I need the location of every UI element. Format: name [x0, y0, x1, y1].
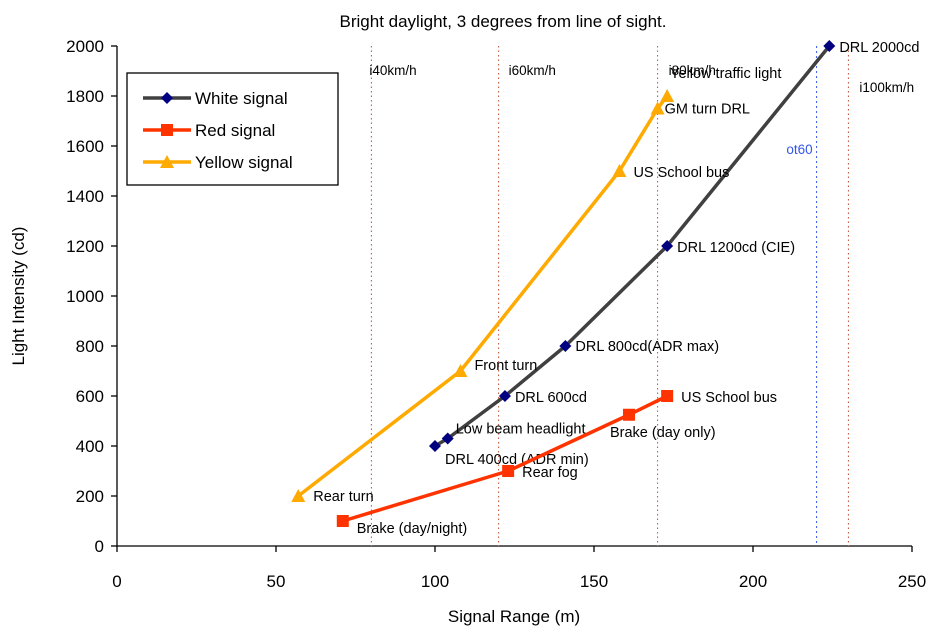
data-label: DRL 600cd — [515, 390, 587, 406]
x-tick-label: 150 — [580, 572, 608, 591]
data-label: Rear turn — [313, 489, 373, 505]
plot-area: 0 200 400 600 800 1000 1200 1400 1600 1800 2000 0 50… — [66, 37, 926, 591]
legend-item: Red signal — [143, 121, 275, 140]
reference-line-label: i80km/h — [669, 63, 716, 78]
data-label: Low beam headlight — [456, 422, 586, 438]
legend: White signal Red signal Yellow signal — [126, 72, 339, 186]
x-tick-label: 200 — [739, 572, 767, 591]
data-point — [429, 440, 441, 452]
data-point — [622, 408, 635, 421]
data-label: Front turn — [474, 358, 537, 374]
data-point — [559, 340, 572, 352]
data-label: DRL 400cd (ADR min) — [445, 452, 589, 468]
legend-item: Yellow signal — [143, 153, 293, 172]
y-tick-label: 1400 — [66, 187, 104, 206]
legend-marker — [161, 124, 173, 136]
legend-label: White signal — [195, 89, 288, 108]
data-point — [661, 240, 674, 252]
data-label: DRL 800cd(ADR max) — [575, 339, 719, 355]
data-label: Yellow traffic light — [670, 66, 781, 82]
data-label: US School bus — [633, 165, 729, 181]
data-label: Brake (day only) — [610, 425, 716, 441]
reference-line-label: i40km/h — [369, 63, 416, 78]
legend-marker — [160, 155, 174, 168]
reference-line-label: i60km/h — [509, 63, 556, 78]
data-point — [498, 390, 511, 402]
y-axis-label: Light Intensity (cd) — [9, 227, 28, 366]
y-tick-label: 2000 — [66, 37, 104, 56]
legend-label: Yellow signal — [195, 153, 293, 172]
data-label: GM turn DRL — [665, 102, 750, 118]
data-point — [453, 364, 468, 377]
data-point — [650, 101, 665, 115]
y-tick-label: 1200 — [66, 237, 104, 256]
data-point — [291, 489, 306, 502]
data-point — [823, 40, 836, 52]
data-label: DRL 2000cd — [839, 40, 919, 56]
series-yellow-signal: Rear turn Front turn US School bus GM turn … — [291, 66, 781, 505]
y-tick-label: 1600 — [66, 137, 104, 156]
legend-marker — [161, 92, 173, 104]
data-label: Brake (day/night) — [357, 521, 467, 537]
reference-line-label: ot60 — [786, 142, 812, 157]
x-axis-label: Signal Range (m) — [448, 607, 580, 626]
data-point — [612, 164, 627, 177]
data-label: Rear fog — [522, 465, 578, 481]
x-tick-label: 100 — [421, 572, 449, 591]
y-tick-label: 0 — [95, 537, 104, 556]
data-label: US School bus — [681, 390, 777, 406]
series-line — [342, 394, 668, 523]
legend-item: White signal — [143, 89, 288, 108]
legend-label: Red signal — [195, 121, 275, 140]
series-white-signal: DRL 400cd (ADR min) Low beam headlight DRL… — [429, 40, 919, 468]
y-tick-label: 600 — [76, 387, 104, 406]
data-label: DRL 1200cd (CIE) — [677, 240, 795, 256]
y-tick-label: 200 — [76, 487, 104, 506]
data-point — [502, 465, 515, 477]
data-point — [661, 390, 674, 402]
data-point — [336, 515, 349, 527]
y-tick-label: 800 — [76, 337, 104, 356]
data-point — [660, 89, 675, 102]
reference-line-label: i100km/h — [859, 80, 914, 95]
chart-title: Bright daylight, 3 degrees from line of … — [340, 12, 667, 31]
x-tick-label: 0 — [112, 572, 121, 591]
y-tick-label: 1800 — [66, 87, 104, 106]
y-tick-label: 1000 — [66, 287, 104, 306]
x-tick-label: 50 — [267, 572, 286, 591]
x-tick-label: 250 — [898, 572, 926, 591]
data-point — [441, 432, 454, 445]
series-red-signal: Brake (day/night) Rear fog Brake (day only… — [336, 390, 777, 537]
y-tick-label: 400 — [76, 437, 104, 456]
